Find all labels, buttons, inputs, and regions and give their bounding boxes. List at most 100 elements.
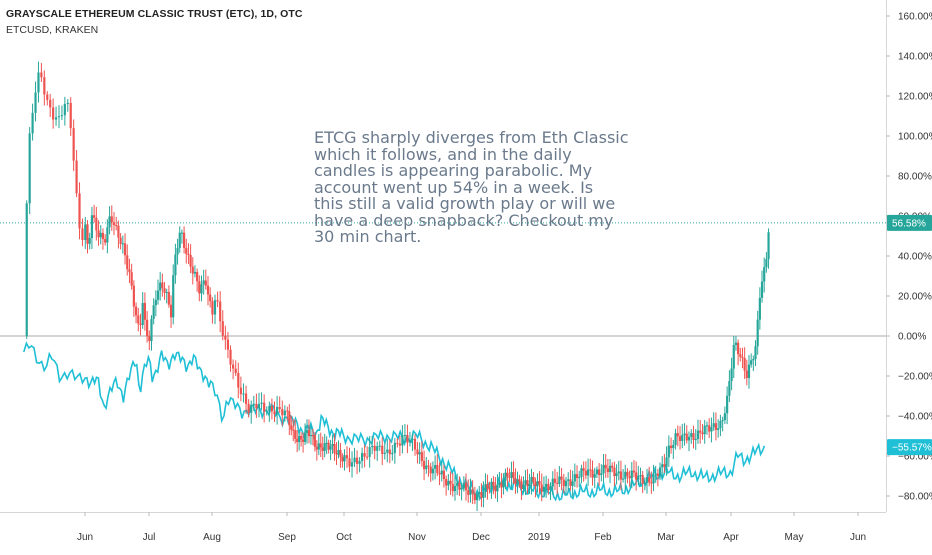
etcusd-last-value-tag-box — [887, 439, 932, 456]
candle-body — [247, 403, 250, 413]
candle-body — [665, 457, 668, 467]
candle-body — [611, 465, 614, 468]
candle-body — [75, 160, 78, 194]
candle-body — [368, 447, 371, 457]
candle-body — [150, 318, 153, 341]
candle-body — [560, 476, 563, 480]
candle-body — [335, 452, 338, 455]
x-tick-label: Feb — [594, 532, 612, 543]
candle-body — [514, 478, 517, 485]
y-tick-label: −40.00% — [898, 412, 932, 423]
candle-body — [226, 339, 230, 350]
candle-body — [327, 442, 330, 450]
candle-body — [276, 406, 279, 415]
candle-body — [726, 395, 729, 414]
candle-body — [358, 461, 361, 464]
price-scale-background — [886, 0, 932, 550]
candle-body — [723, 413, 726, 421]
candle-body — [189, 254, 192, 267]
candle-body — [196, 272, 199, 282]
candle-body — [652, 474, 655, 484]
candle-body — [99, 232, 102, 238]
chart-title: GRAYSCALE ETHEREUM CLASSIC TRUST (ETC), … — [6, 8, 303, 20]
candle-body — [28, 133, 31, 204]
candle-body — [650, 482, 653, 484]
candle-body — [708, 425, 711, 432]
annotation-line: account went up 54% in a week. Is — [314, 177, 594, 197]
candle-body — [350, 462, 354, 467]
candle-body — [209, 294, 212, 302]
candle-body — [106, 227, 109, 243]
candle-body — [305, 430, 309, 433]
candle-body — [268, 406, 271, 412]
candle-body — [549, 486, 552, 491]
candle-body — [180, 232, 184, 234]
candle-body — [558, 476, 561, 484]
candle-body — [141, 302, 144, 325]
candle-body — [639, 475, 642, 477]
candle-body — [281, 409, 284, 416]
candle-body — [255, 403, 258, 409]
candle-body — [701, 432, 704, 435]
x-tick-label: Sep — [278, 532, 296, 543]
candle-body — [641, 475, 644, 484]
candle-body — [333, 443, 336, 453]
etcg-last-price-tag-label: 56.58% — [892, 218, 926, 229]
candle-body — [329, 446, 332, 450]
candle-body — [447, 480, 450, 486]
y-tick-label: 100.00% — [898, 132, 932, 143]
candle-body — [595, 469, 599, 475]
candle-body — [737, 342, 740, 355]
candle-body — [480, 492, 483, 498]
candle-body — [578, 476, 581, 479]
candle-body — [119, 237, 122, 244]
candle-body — [754, 346, 757, 360]
candle-body — [747, 364, 751, 379]
candle-body — [739, 354, 742, 357]
candle-body — [712, 423, 715, 428]
candle-body — [237, 372, 240, 388]
candle-body — [538, 481, 541, 485]
candle-body — [319, 443, 322, 448]
candle-body — [198, 281, 201, 294]
y-tick-label: 80.00% — [898, 172, 932, 183]
candle-body — [37, 72, 40, 93]
candle-body — [211, 301, 214, 315]
candle-body — [681, 434, 684, 441]
annotation-line: have a deep snapback? Checkout my — [314, 210, 614, 230]
candle-body — [530, 476, 533, 485]
candle-body — [101, 232, 105, 240]
candle-body — [204, 280, 207, 286]
candle-body — [301, 439, 305, 442]
candle-body — [504, 472, 507, 481]
candle-body — [154, 299, 157, 306]
candle-body — [721, 420, 724, 422]
candle-body — [658, 467, 662, 476]
candle-body — [456, 482, 459, 486]
candle-body — [121, 243, 124, 245]
candle-body — [345, 455, 349, 459]
candle-body — [436, 465, 439, 474]
candle-body — [562, 479, 565, 487]
candle-body — [348, 458, 351, 467]
candle-body — [361, 453, 364, 462]
candle-body — [193, 272, 197, 274]
candle-body — [676, 433, 679, 437]
candle-body — [674, 433, 677, 445]
text-annotation[interactable]: ETCG sharply diverges from Eth Classic w… — [314, 129, 634, 246]
candle-body — [229, 349, 232, 365]
candle-body — [123, 243, 127, 256]
candle-body — [600, 473, 603, 476]
candle-body — [486, 484, 489, 489]
candle-body — [200, 284, 203, 294]
candle-body — [187, 253, 190, 255]
candle-body — [683, 433, 686, 435]
candle-body — [146, 319, 149, 337]
candle-body — [46, 94, 49, 100]
y-tick-label: 160.00% — [898, 12, 932, 23]
candle-body — [494, 485, 497, 492]
candle-body — [250, 405, 253, 413]
candle-body — [257, 403, 261, 409]
